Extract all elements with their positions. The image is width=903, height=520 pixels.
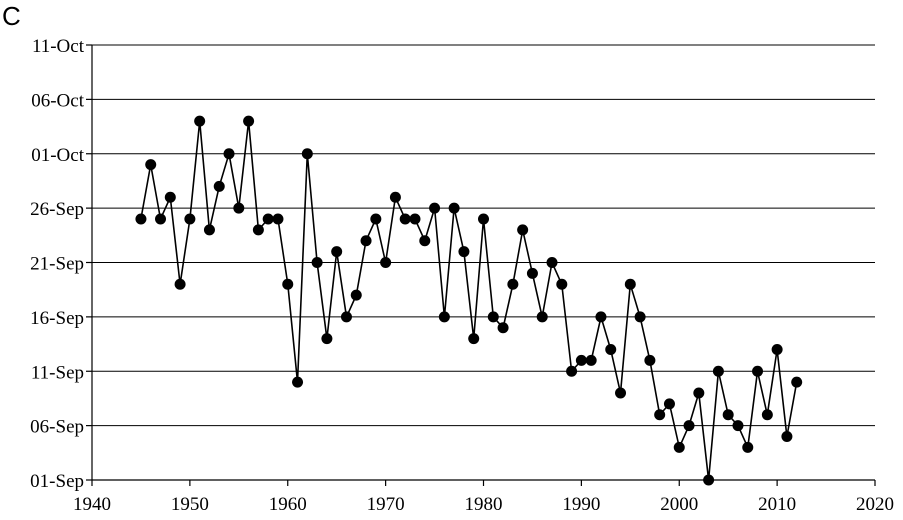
data-point [722,409,734,421]
data-point [556,278,568,290]
data-point [409,213,421,225]
data-point [429,202,441,214]
data-point [164,191,176,203]
data-point [272,213,284,225]
y-tick-label: 21-Sep [30,254,84,275]
data-point [732,420,744,432]
data-point [311,257,323,268]
data-point [654,409,666,421]
data-point [389,191,401,203]
data-point [683,420,695,432]
data-point [262,213,274,225]
data-point [223,148,235,160]
data-point [174,278,186,290]
x-tick-label: 1960 [269,494,307,515]
data-point [292,376,304,388]
data-point [507,278,519,290]
y-tick-label: 01-Oct [31,145,84,166]
data-point [184,213,196,225]
x-tick-label: 2020 [856,494,894,515]
data-point [605,344,617,355]
x-tick-label: 1950 [171,494,209,515]
data-point [712,365,724,377]
data-point [663,398,675,410]
series-line [140,121,798,481]
data-point [517,224,529,236]
gridlines [92,44,875,481]
y-tick-label: 06-Sep [30,417,84,438]
x-tick-label: 1980 [465,494,503,515]
data-point [703,474,715,486]
y-tick-labels: 01-Sep 06-Sep 11-Sep 16-Sep 21-Sep 26-Sep 01-O… [30,36,92,492]
data-point [497,322,509,334]
y-tick-label: 11-Oct [32,36,85,57]
data-point [155,213,167,225]
data-point [526,267,538,279]
data-point [135,213,147,225]
data-point [644,354,656,366]
data-point [360,235,372,247]
data-point [624,278,636,290]
y-tick-label: 06-Oct [31,90,84,111]
data-point [634,311,646,323]
data-point [252,224,264,236]
data-point [781,431,793,442]
data-point [282,278,294,290]
data-point [419,235,431,247]
data-point [233,202,245,214]
data-point [487,311,499,323]
data-point [742,441,754,453]
data-point [243,115,255,127]
y-tick-label: 11-Sep [31,362,84,383]
x-tick-labels: 1940 1950 1960 1970 1980 1990 2000 2010 2020 [73,480,894,515]
data-point [752,365,764,377]
data-point [478,213,489,225]
data-point [340,311,352,323]
data-point [331,246,343,258]
data-point [350,289,362,301]
data-point [321,333,333,345]
data-point [536,311,548,323]
data-point [693,387,705,399]
data-point [791,376,803,388]
data-point [771,344,783,355]
data-point [468,333,480,345]
series [135,115,803,486]
data-point [575,354,587,366]
data-point [585,354,597,366]
y-tick-label: 01-Sep [30,471,84,492]
y-tick-label: 16-Sep [30,308,84,329]
x-tick-label: 1970 [367,494,405,515]
data-point [761,409,773,421]
data-point [673,441,685,453]
data-point [203,224,215,236]
data-point [145,159,157,171]
data-point [213,180,225,192]
x-tick-label: 2000 [660,494,698,515]
y-tick-label: 26-Sep [30,199,84,220]
data-point [458,246,470,258]
data-point [566,365,578,377]
data-point [448,202,460,214]
data-point [399,213,411,225]
data-point [301,148,313,160]
data-point [380,257,392,268]
data-point [615,387,627,399]
data-point [595,311,607,323]
panel-label: C [2,1,21,31]
data-point [438,311,450,323]
data-point [546,257,558,268]
x-tick-label: 1940 [73,494,111,515]
data-point [194,115,206,127]
data-point [370,213,382,225]
x-tick-label: 2010 [758,494,796,515]
x-tick-label: 1990 [562,494,600,515]
